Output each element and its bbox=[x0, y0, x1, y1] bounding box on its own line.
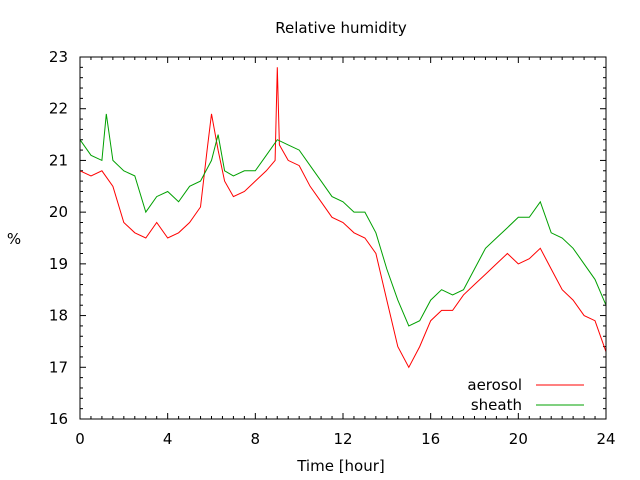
legend-label-sheath: sheath bbox=[471, 396, 522, 414]
x-axis-label: Time [hour] bbox=[296, 457, 385, 475]
y-tick-label: 17 bbox=[49, 358, 68, 376]
x-tick-label: 12 bbox=[333, 430, 352, 448]
y-tick-label: 20 bbox=[49, 203, 68, 221]
y-tick-label: 18 bbox=[49, 307, 68, 325]
y-axis-label: % bbox=[7, 230, 21, 248]
plot-frame bbox=[79, 56, 607, 420]
legend-label-aerosol: aerosol bbox=[467, 376, 522, 394]
series-line-sheath bbox=[79, 113, 607, 327]
y-tick-label: 16 bbox=[49, 410, 68, 428]
x-tick-label: 16 bbox=[421, 430, 440, 448]
y-tick-label: 21 bbox=[49, 151, 68, 169]
series-line-aerosol bbox=[79, 67, 607, 369]
y-tick-label: 19 bbox=[49, 255, 68, 273]
x-tick-label: 20 bbox=[509, 430, 528, 448]
y-tick-label: 22 bbox=[49, 100, 68, 118]
x-tick-label: 0 bbox=[75, 430, 85, 448]
x-tick-label: 8 bbox=[251, 430, 261, 448]
x-tick-label: 24 bbox=[596, 430, 615, 448]
chart-title: Relative humidity bbox=[275, 19, 407, 37]
x-tick-label: 4 bbox=[163, 430, 173, 448]
y-tick-label: 23 bbox=[49, 48, 68, 66]
